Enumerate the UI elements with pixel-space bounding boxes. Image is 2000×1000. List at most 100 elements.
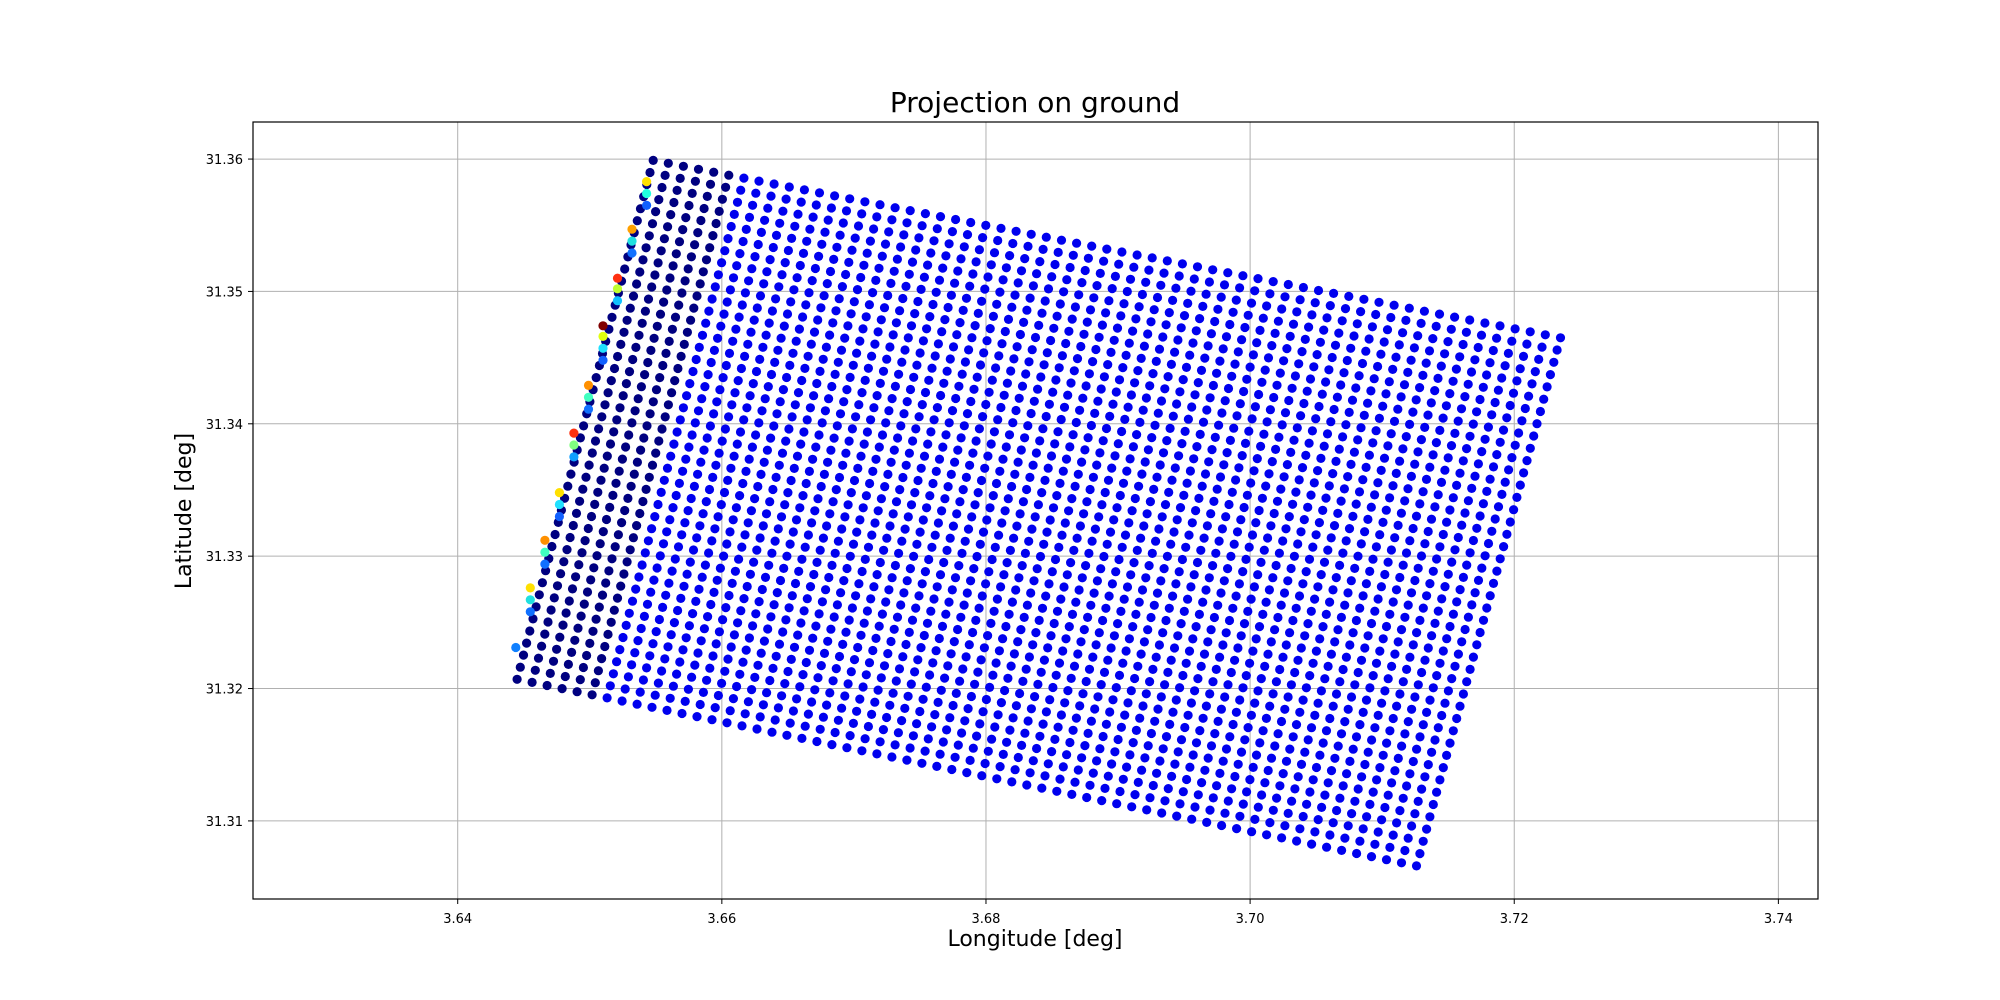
data-point xyxy=(1246,298,1257,308)
data-point xyxy=(915,527,925,537)
data-point xyxy=(1408,407,1418,417)
data-point xyxy=(633,394,643,404)
data-point xyxy=(847,424,858,434)
data-point xyxy=(1126,570,1136,580)
data-point xyxy=(571,572,581,582)
data-point xyxy=(1467,483,1477,493)
data-point xyxy=(902,218,912,228)
data-point xyxy=(1217,820,1227,831)
data-point xyxy=(1340,717,1350,727)
data-point xyxy=(788,348,798,358)
data-point xyxy=(729,630,740,640)
data-point xyxy=(927,363,937,373)
data-point xyxy=(1052,606,1063,616)
data-point xyxy=(1153,704,1163,714)
data-point xyxy=(1140,753,1150,763)
data-point xyxy=(625,545,635,555)
data-point xyxy=(766,433,776,443)
data-point xyxy=(627,660,637,670)
data-point xyxy=(1360,527,1370,537)
data-point xyxy=(1265,701,1275,711)
data-point xyxy=(1237,451,1247,461)
data-point xyxy=(1022,305,1032,315)
data-point xyxy=(791,515,802,525)
data-point xyxy=(673,605,683,616)
data-point xyxy=(1380,802,1390,813)
data-point xyxy=(1458,456,1468,466)
data-point xyxy=(1534,354,1544,364)
data-point xyxy=(956,433,966,443)
data-point xyxy=(1002,378,1013,388)
data-point xyxy=(933,697,943,708)
data-point xyxy=(1270,741,1280,751)
data-point xyxy=(612,657,622,667)
data-point xyxy=(775,575,786,586)
data-point xyxy=(1363,514,1373,525)
data-point xyxy=(1160,796,1170,806)
data-point xyxy=(570,635,580,645)
data-point xyxy=(817,418,827,428)
data-point xyxy=(1344,291,1354,301)
data-point xyxy=(904,448,915,458)
data-point xyxy=(1201,701,1211,711)
data-point xyxy=(907,615,918,625)
data-point xyxy=(1322,429,1333,439)
data-point xyxy=(785,718,795,728)
data-point xyxy=(1338,781,1348,791)
data-point xyxy=(863,363,874,373)
data-point xyxy=(1517,416,1527,426)
data-point xyxy=(942,366,952,376)
data-point xyxy=(1005,545,1016,556)
data-point xyxy=(1129,262,1139,272)
data-point xyxy=(1185,762,1195,772)
data-point xyxy=(713,333,723,343)
data-point xyxy=(1457,637,1467,647)
data-point xyxy=(1297,463,1308,473)
data-point xyxy=(1478,615,1489,625)
data-point xyxy=(663,222,673,232)
data-point xyxy=(1376,582,1386,592)
data-point xyxy=(1323,778,1333,788)
data-point xyxy=(1306,490,1316,500)
data-point xyxy=(1280,821,1290,831)
data-point xyxy=(1056,710,1066,720)
data-point xyxy=(979,643,990,653)
data-point xyxy=(928,478,938,489)
data-point xyxy=(741,466,751,476)
data-point xyxy=(1186,698,1196,708)
data-point xyxy=(1065,737,1075,748)
data-point xyxy=(688,609,698,619)
data-point xyxy=(722,718,732,728)
data-point xyxy=(1278,536,1288,546)
data-point xyxy=(1290,371,1300,381)
data-point xyxy=(1272,496,1283,506)
data-point xyxy=(635,267,645,277)
data-point xyxy=(1243,606,1253,617)
data-point xyxy=(611,478,621,488)
data-point xyxy=(726,642,736,652)
data-point xyxy=(1405,769,1415,779)
data-point xyxy=(1035,551,1046,562)
data-point xyxy=(1023,716,1033,726)
data-point xyxy=(672,427,682,437)
data-point xyxy=(1258,313,1268,323)
data-point xyxy=(695,521,705,531)
data-point xyxy=(1185,466,1195,476)
data-point xyxy=(781,615,791,625)
data-point xyxy=(1320,674,1330,684)
data-point xyxy=(591,614,601,624)
data-point xyxy=(1245,362,1255,372)
data-point xyxy=(580,536,590,546)
data-point xyxy=(1403,833,1413,843)
data-point xyxy=(977,296,987,306)
data-point xyxy=(1054,542,1064,553)
data-point xyxy=(944,418,954,428)
data-point xyxy=(1425,695,1435,705)
edge-data-point xyxy=(627,224,637,234)
data-point xyxy=(1324,365,1334,375)
data-point xyxy=(1443,453,1453,463)
data-point xyxy=(1163,372,1173,382)
data-point xyxy=(809,391,819,401)
data-point xyxy=(1357,358,1368,369)
data-point xyxy=(1083,433,1093,443)
